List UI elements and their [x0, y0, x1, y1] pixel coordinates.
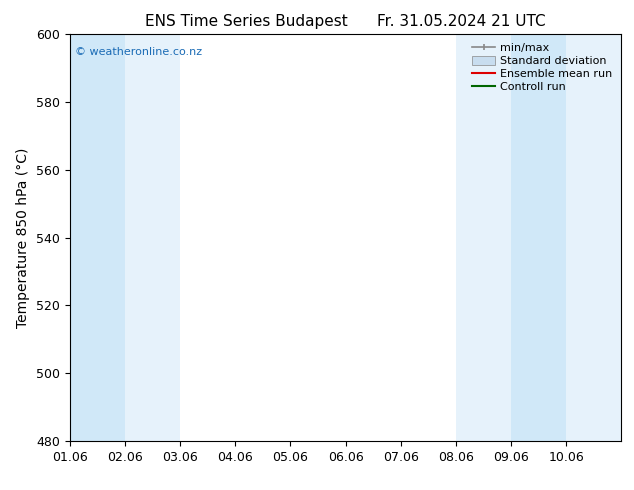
Bar: [566, 34, 621, 441]
Y-axis label: Temperature 850 hPa (°C): Temperature 850 hPa (°C): [16, 147, 30, 328]
Bar: [125, 34, 180, 441]
Text: © weatheronline.co.nz: © weatheronline.co.nz: [75, 47, 202, 56]
Title: ENS Time Series Budapest      Fr. 31.05.2024 21 UTC: ENS Time Series Budapest Fr. 31.05.2024 …: [145, 14, 546, 29]
Bar: [456, 34, 511, 441]
Bar: [511, 34, 566, 441]
Bar: [70, 34, 125, 441]
Legend: min/max, Standard deviation, Ensemble mean run, Controll run: min/max, Standard deviation, Ensemble me…: [469, 40, 616, 95]
